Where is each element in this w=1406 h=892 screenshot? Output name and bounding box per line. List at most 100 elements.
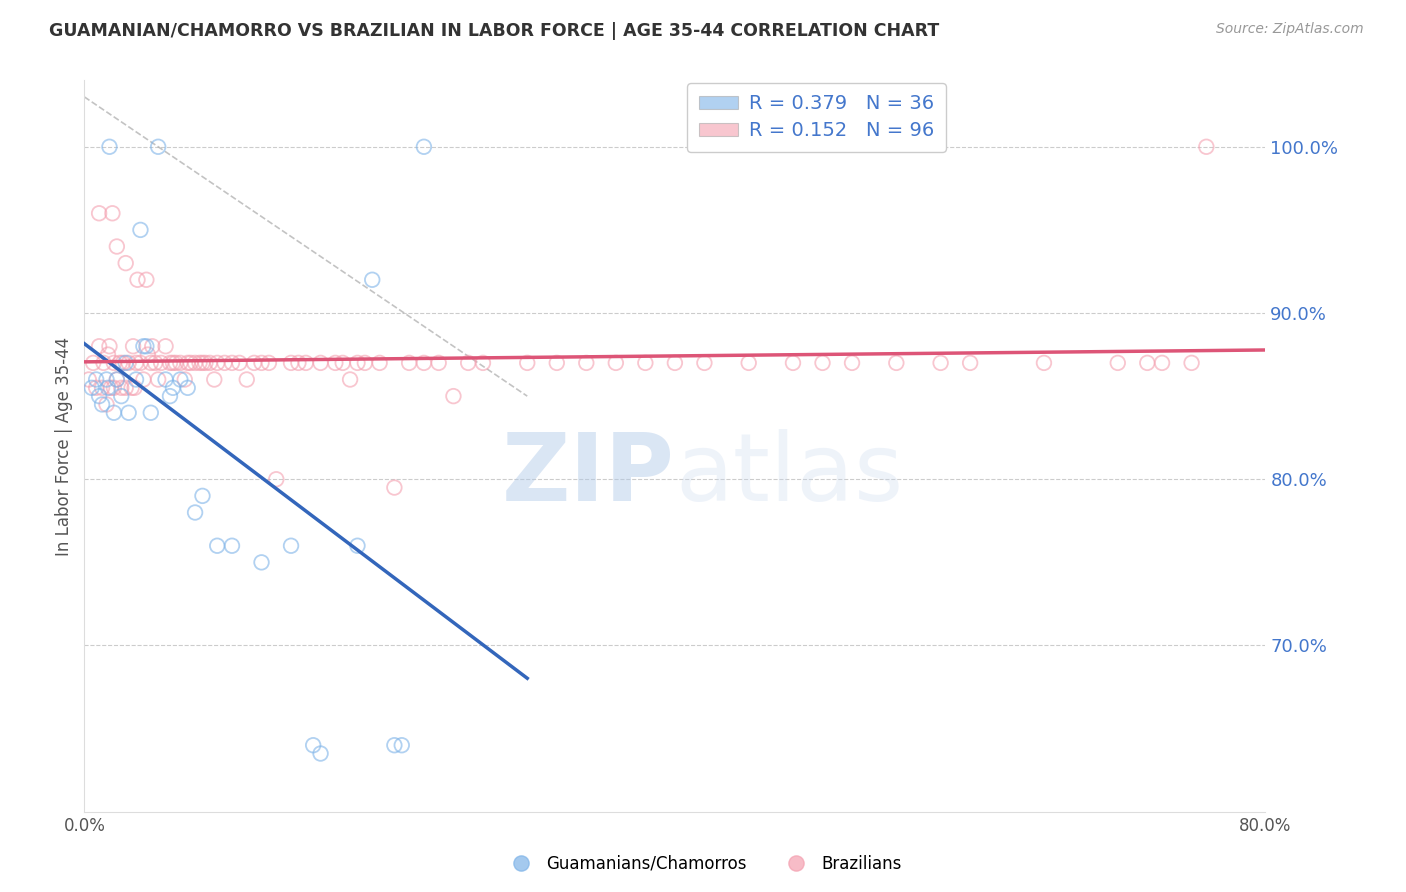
Point (101, 206, 124, 220)
Point (546, 356, 568, 370)
Point (121, 381, 143, 395)
Point (162, 381, 184, 395)
Point (141, 339, 163, 353)
Point (148, 140, 170, 154)
Point (143, 356, 166, 370)
Point (91, 397, 114, 411)
Point (382, 481, 406, 495)
Text: atlas: atlas (675, 429, 903, 521)
Point (159, 389, 181, 403)
Point (361, 273, 384, 287)
Point (97, 348, 120, 362)
Point (169, 372, 191, 386)
Point (127, 273, 149, 287)
Point (139, 356, 162, 370)
Point (93, 356, 115, 370)
Point (155, 339, 177, 353)
Point (207, 356, 229, 370)
Point (96, 372, 118, 386)
Point (122, 339, 145, 353)
Point (96, 397, 118, 411)
Point (110, 381, 132, 395)
Point (159, 356, 181, 370)
Point (118, 356, 141, 370)
Point (114, 356, 136, 370)
Point (398, 356, 420, 370)
Point (391, 738, 413, 752)
Point (413, 356, 436, 370)
Point (97, 381, 120, 395)
Point (1107, 356, 1129, 370)
Point (332, 356, 354, 370)
Point (214, 356, 236, 370)
Point (132, 372, 155, 386)
Point (959, 356, 981, 370)
Point (280, 356, 302, 370)
Point (457, 356, 479, 370)
Point (150, 356, 173, 370)
Point (110, 389, 132, 403)
Point (302, 738, 325, 752)
Point (257, 356, 280, 370)
Point (180, 356, 202, 370)
Point (184, 356, 207, 370)
Point (782, 356, 804, 370)
Point (82, 356, 104, 370)
Point (87, 389, 111, 403)
Point (87, 339, 111, 353)
Legend: Guamanians/Chamorros, Brazilians: Guamanians/Chamorros, Brazilians (498, 848, 908, 880)
Point (280, 539, 302, 553)
Point (177, 356, 200, 370)
Point (177, 381, 200, 395)
Point (173, 372, 195, 386)
Point (129, 223, 152, 237)
Text: GUAMANIAN/CHAMORRO VS BRAZILIAN IN LABOR FORCE | AGE 35-44 CORRELATION CHART: GUAMANIAN/CHAMORRO VS BRAZILIAN IN LABOR… (49, 22, 939, 40)
Point (228, 356, 250, 370)
Y-axis label: In Labor Force | Age 35-44: In Labor Force | Age 35-44 (55, 336, 73, 556)
Point (339, 372, 361, 386)
Point (266, 472, 288, 486)
Point (693, 356, 716, 370)
Point (103, 356, 125, 370)
Point (841, 356, 863, 370)
Point (634, 356, 657, 370)
Point (84, 372, 107, 386)
Point (221, 356, 243, 370)
Point (98, 140, 121, 154)
Point (135, 273, 157, 287)
Point (80, 381, 103, 395)
Point (243, 356, 266, 370)
Point (1033, 356, 1056, 370)
Point (194, 356, 217, 370)
Point (77, 372, 100, 386)
Point (155, 372, 177, 386)
Text: Source: ZipAtlas.com: Source: ZipAtlas.com (1216, 22, 1364, 37)
Point (114, 256, 136, 270)
Point (575, 356, 598, 370)
Point (98, 339, 121, 353)
Point (346, 356, 368, 370)
Point (236, 372, 259, 386)
Point (1181, 356, 1204, 370)
Point (84, 381, 107, 395)
Point (472, 356, 495, 370)
Point (413, 140, 436, 154)
Point (165, 356, 187, 370)
Point (325, 356, 347, 370)
Point (105, 372, 128, 386)
Point (129, 356, 152, 370)
Point (103, 406, 125, 420)
Point (100, 381, 122, 395)
Point (135, 339, 157, 353)
Point (103, 381, 125, 395)
Point (118, 406, 141, 420)
Point (287, 356, 309, 370)
Point (443, 389, 465, 403)
Point (125, 356, 148, 370)
Legend: R = 0.379   N = 36, R = 0.152   N = 96: R = 0.379 N = 36, R = 0.152 N = 96 (688, 83, 946, 152)
Point (136, 348, 159, 362)
Point (132, 339, 155, 353)
Point (382, 738, 406, 752)
Point (295, 356, 318, 370)
Point (346, 539, 368, 553)
